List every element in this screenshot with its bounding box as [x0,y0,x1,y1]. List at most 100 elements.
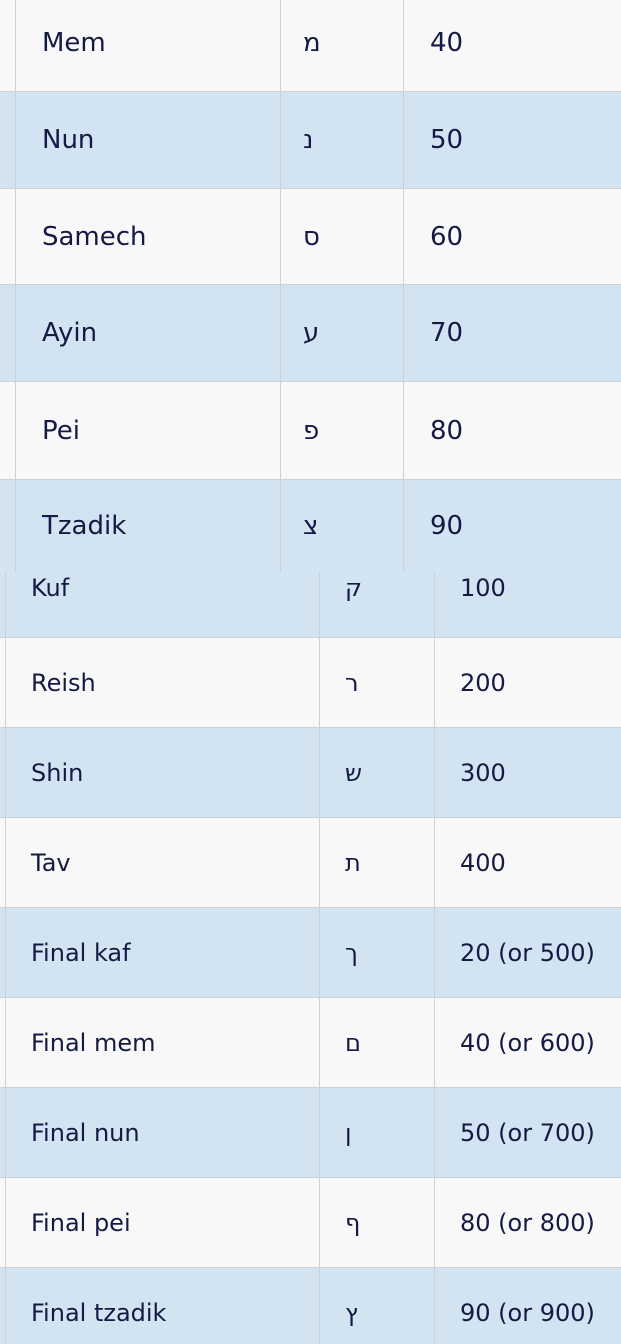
column-divider [403,0,404,91]
cell-letter: נ [303,125,314,155]
cell-letter: ן [345,1118,352,1147]
cell-letter: ך [345,938,358,967]
column-divider [319,1178,320,1267]
column-divider [5,818,6,907]
column-divider [15,92,16,188]
cell-name: Pei [42,415,80,446]
cell-value: 60 [430,221,464,252]
column-divider [319,638,320,727]
table-row: Tav ת 400 [0,818,621,908]
column-divider [434,1088,435,1177]
column-divider [280,92,281,188]
column-divider [403,92,404,188]
column-divider [434,818,435,907]
cell-letter: ר [345,668,359,697]
cell-letter: ף [345,1208,361,1237]
cell-letter: ת [345,848,361,877]
column-divider [5,1268,6,1344]
cell-name: Samech [42,221,147,252]
column-divider [15,480,16,572]
cell-name: Shin [31,758,84,787]
table-row: Nun נ 50 [0,92,621,189]
column-divider [434,1268,435,1344]
column-divider [403,382,404,479]
column-divider [5,998,6,1087]
letters-table-bottom: Kuf ק 100 Reish ר 200 Shin ש 300 Tav ת 400 Final kaf… [0,572,621,1344]
column-divider [319,572,320,637]
table-row: Shin ש 300 [0,728,621,818]
column-divider [319,1268,320,1344]
cell-value: 40 (or 600) [460,1028,595,1057]
column-divider [434,998,435,1087]
column-divider [15,285,16,381]
column-divider [403,189,404,284]
table-row: Reish ר 200 [0,638,621,728]
table-row: Ayin ע 70 [0,285,621,382]
column-divider [5,1178,6,1267]
cell-name: Final nun [31,1118,140,1147]
column-divider [434,572,435,637]
column-divider [434,728,435,817]
cell-name: Final pei [31,1208,131,1237]
cell-value: 100 [460,574,506,602]
cell-name: Reish [31,668,96,697]
column-divider [319,908,320,997]
column-divider [280,480,281,572]
cell-letter: ע [303,318,320,348]
cell-name: Ayin [42,318,98,348]
cell-value: 200 [460,668,506,697]
column-divider [319,1088,320,1177]
cell-letter: ק [345,574,363,602]
table-row: Mem מ 40 [0,0,621,92]
letters-table-top: Mem מ 40 Nun נ 50 Samech ס 60 Ayin ע 70 Pei פ 80 Tzadik… [0,0,621,572]
table-row: Samech ס 60 [0,189,621,285]
table-row: Kuf ק 100 [0,572,621,638]
table-row: Pei פ 80 [0,382,621,480]
column-divider [15,0,16,91]
cell-value: 20 (or 500) [460,938,595,967]
column-divider [5,908,6,997]
column-divider [319,998,320,1087]
cell-name: Final kaf [31,938,131,967]
cell-value: 50 [430,125,464,155]
cell-letter: ם [345,1028,361,1057]
table-row: Final nun ן 50 (or 700) [0,1088,621,1178]
cell-value: 50 (or 700) [460,1118,595,1147]
column-divider [5,638,6,727]
cell-name: Final mem [31,1028,156,1057]
column-divider [280,382,281,479]
cell-value: 40 [430,27,464,58]
table-row: Tzadik צ 90 [0,480,621,572]
cell-value: 80 (or 800) [460,1208,595,1237]
column-divider [280,285,281,381]
cell-name: Kuf [31,574,70,602]
cell-value: 70 [430,318,464,348]
table-row: Final mem ם 40 (or 600) [0,998,621,1088]
cell-value: 90 [430,511,464,541]
cell-value: 300 [460,758,506,787]
cell-name: Tzadik [42,511,127,541]
cell-name: Tav [31,848,71,877]
cell-letter: פ [303,415,320,446]
table-row: Final pei ף 80 (or 800) [0,1178,621,1268]
column-divider [5,728,6,817]
column-divider [319,818,320,907]
cell-value: 80 [430,415,464,446]
column-divider [5,572,6,637]
cell-value: 90 (or 900) [460,1298,595,1327]
cell-letter: ש [345,758,363,787]
column-divider [434,638,435,727]
cell-letter: ס [303,221,320,252]
column-divider [403,480,404,572]
cell-name: Mem [42,27,106,58]
column-divider [280,0,281,91]
column-divider [15,382,16,479]
column-divider [15,189,16,284]
cell-value: 400 [460,848,506,877]
table-row: Final tzadik ץ 90 (or 900) [0,1268,621,1344]
table-row: Final kaf ך 20 (or 500) [0,908,621,998]
column-divider [434,1178,435,1267]
column-divider [434,908,435,997]
cell-letter: מ [303,27,321,58]
column-divider [319,728,320,817]
